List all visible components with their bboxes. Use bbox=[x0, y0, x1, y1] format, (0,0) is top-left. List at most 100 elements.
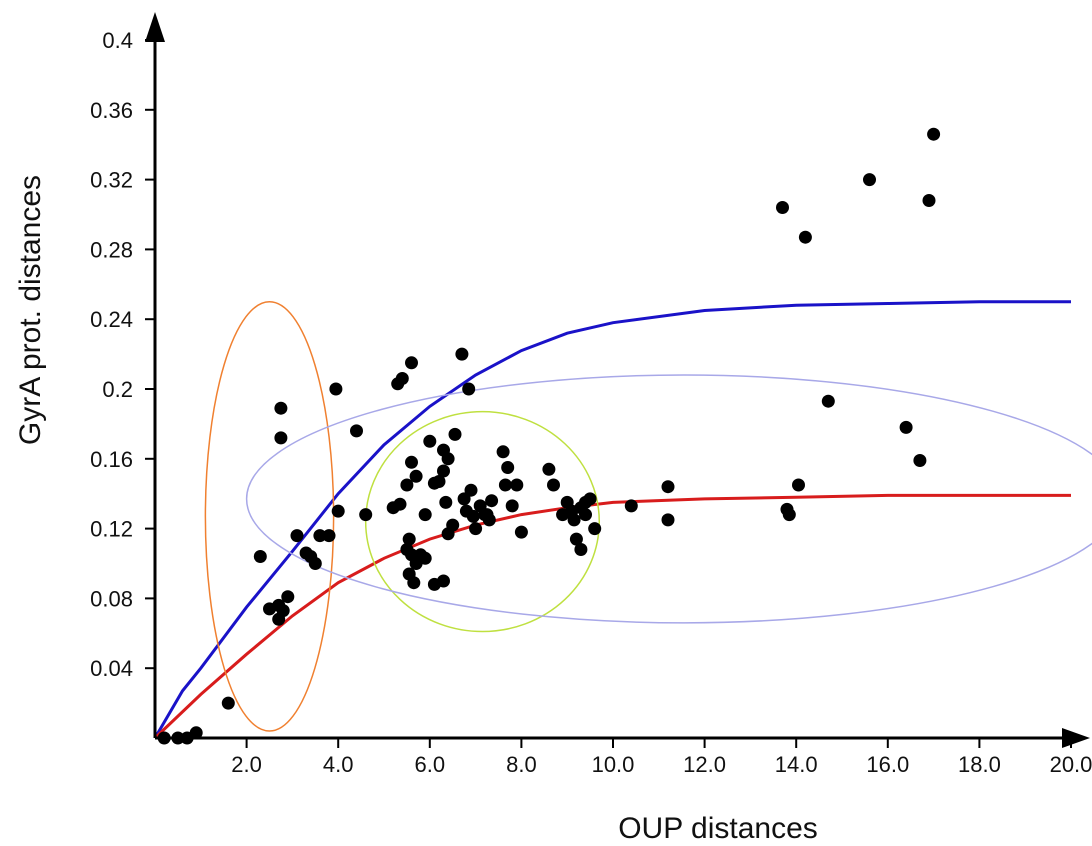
data-point bbox=[441, 452, 455, 466]
data-point bbox=[567, 513, 581, 527]
data-point bbox=[290, 529, 304, 543]
ellipses-layer bbox=[204, 301, 1092, 732]
y-tick-label: 0.16 bbox=[90, 447, 133, 472]
data-point bbox=[395, 372, 409, 385]
data-point bbox=[480, 508, 494, 522]
data-point bbox=[407, 576, 421, 590]
data-point bbox=[501, 461, 515, 474]
data-point bbox=[863, 173, 876, 187]
data-point bbox=[457, 492, 471, 506]
y-tick-label: 0.24 bbox=[90, 307, 133, 332]
data-point bbox=[221, 696, 235, 710]
data-point bbox=[798, 230, 812, 244]
data-point bbox=[510, 478, 524, 492]
x-tick-label: 12.0 bbox=[683, 752, 726, 777]
data-point bbox=[423, 434, 437, 448]
data-point bbox=[274, 431, 288, 445]
data-point bbox=[569, 532, 583, 546]
data-point bbox=[329, 382, 343, 396]
y-tick-label: 0.32 bbox=[90, 168, 133, 193]
data-point bbox=[579, 508, 592, 522]
axes bbox=[145, 12, 1090, 748]
data-point bbox=[927, 127, 941, 141]
data-point bbox=[782, 508, 796, 522]
data-point bbox=[409, 469, 423, 483]
data-point bbox=[437, 464, 450, 478]
data-point bbox=[821, 394, 835, 408]
data-point bbox=[437, 574, 450, 588]
x-axis-arrow bbox=[1062, 728, 1090, 748]
data-point bbox=[899, 420, 913, 434]
data-point bbox=[588, 522, 602, 536]
data-point bbox=[776, 201, 789, 214]
data-point bbox=[464, 483, 478, 497]
data-point bbox=[322, 529, 336, 543]
data-point bbox=[274, 401, 288, 415]
data-point bbox=[405, 356, 418, 370]
data-point bbox=[913, 454, 927, 467]
data-point bbox=[418, 551, 432, 565]
x-tick-label: 4.0 bbox=[323, 752, 354, 777]
curves-layer bbox=[153, 300, 1071, 740]
data-point bbox=[448, 427, 462, 441]
cluster-ellipse-3 bbox=[245, 374, 1092, 624]
x-tick-label: 14.0 bbox=[775, 752, 818, 777]
x-tick-label: 8.0 bbox=[506, 752, 537, 777]
data-point bbox=[922, 194, 936, 207]
x-axis-title: OUP distances bbox=[618, 812, 818, 845]
data-point bbox=[281, 590, 295, 604]
data-point bbox=[400, 478, 414, 492]
data-point bbox=[276, 604, 290, 618]
data-point bbox=[574, 543, 588, 556]
y-tick-label: 0.2 bbox=[102, 377, 133, 402]
y-tick-label: 0.12 bbox=[90, 517, 133, 542]
data-point bbox=[418, 508, 432, 522]
y-tick-label: 0.28 bbox=[90, 237, 133, 262]
data-point bbox=[308, 557, 322, 570]
data-points bbox=[157, 127, 941, 745]
data-point bbox=[547, 478, 560, 492]
data-point bbox=[792, 478, 805, 492]
data-point bbox=[661, 480, 675, 494]
data-point bbox=[505, 499, 519, 513]
data-point bbox=[661, 513, 675, 527]
y-tick-label: 0.4 bbox=[102, 28, 133, 53]
data-point bbox=[455, 347, 469, 361]
data-point bbox=[331, 504, 345, 518]
data-point bbox=[446, 518, 460, 532]
data-point bbox=[466, 509, 480, 523]
data-point bbox=[313, 529, 327, 543]
data-point bbox=[350, 424, 363, 438]
y-axis-title: GyrA prot. distances bbox=[14, 175, 47, 445]
y-tick-label: 0.04 bbox=[90, 656, 133, 681]
data-point bbox=[542, 462, 556, 476]
x-tick-label: 18.0 bbox=[958, 752, 1001, 777]
data-point bbox=[624, 499, 638, 513]
x-ticks: 2.0 4.0 6.0 8.0 10.0 12.0 14.0 16.0 18.0 20.0 bbox=[231, 738, 1092, 777]
data-point bbox=[405, 455, 418, 469]
data-point bbox=[579, 495, 592, 509]
data-point bbox=[485, 494, 499, 508]
data-point bbox=[189, 726, 203, 740]
x-tick-label: 10.0 bbox=[592, 752, 635, 777]
data-point bbox=[171, 731, 185, 745]
cluster-ellipse-1 bbox=[204, 301, 335, 732]
data-point bbox=[359, 508, 373, 522]
data-point bbox=[496, 445, 510, 459]
y-tick-label: 0.36 bbox=[90, 98, 133, 123]
x-tick-label: 2.0 bbox=[231, 752, 262, 777]
data-point bbox=[157, 731, 171, 745]
fit-curve-1 bbox=[153, 300, 1071, 739]
x-tick-label: 16.0 bbox=[866, 752, 909, 777]
y-tick-label: 0.08 bbox=[90, 586, 133, 611]
data-point bbox=[462, 382, 476, 396]
data-point bbox=[253, 550, 267, 563]
x-tick-label: 6.0 bbox=[415, 752, 446, 777]
data-point bbox=[439, 495, 453, 509]
data-point bbox=[498, 478, 512, 492]
data-point bbox=[432, 475, 446, 488]
data-point bbox=[469, 522, 483, 536]
x-tick-label: 20.0 bbox=[1050, 752, 1092, 777]
cluster-ellipse-2 bbox=[364, 410, 601, 633]
